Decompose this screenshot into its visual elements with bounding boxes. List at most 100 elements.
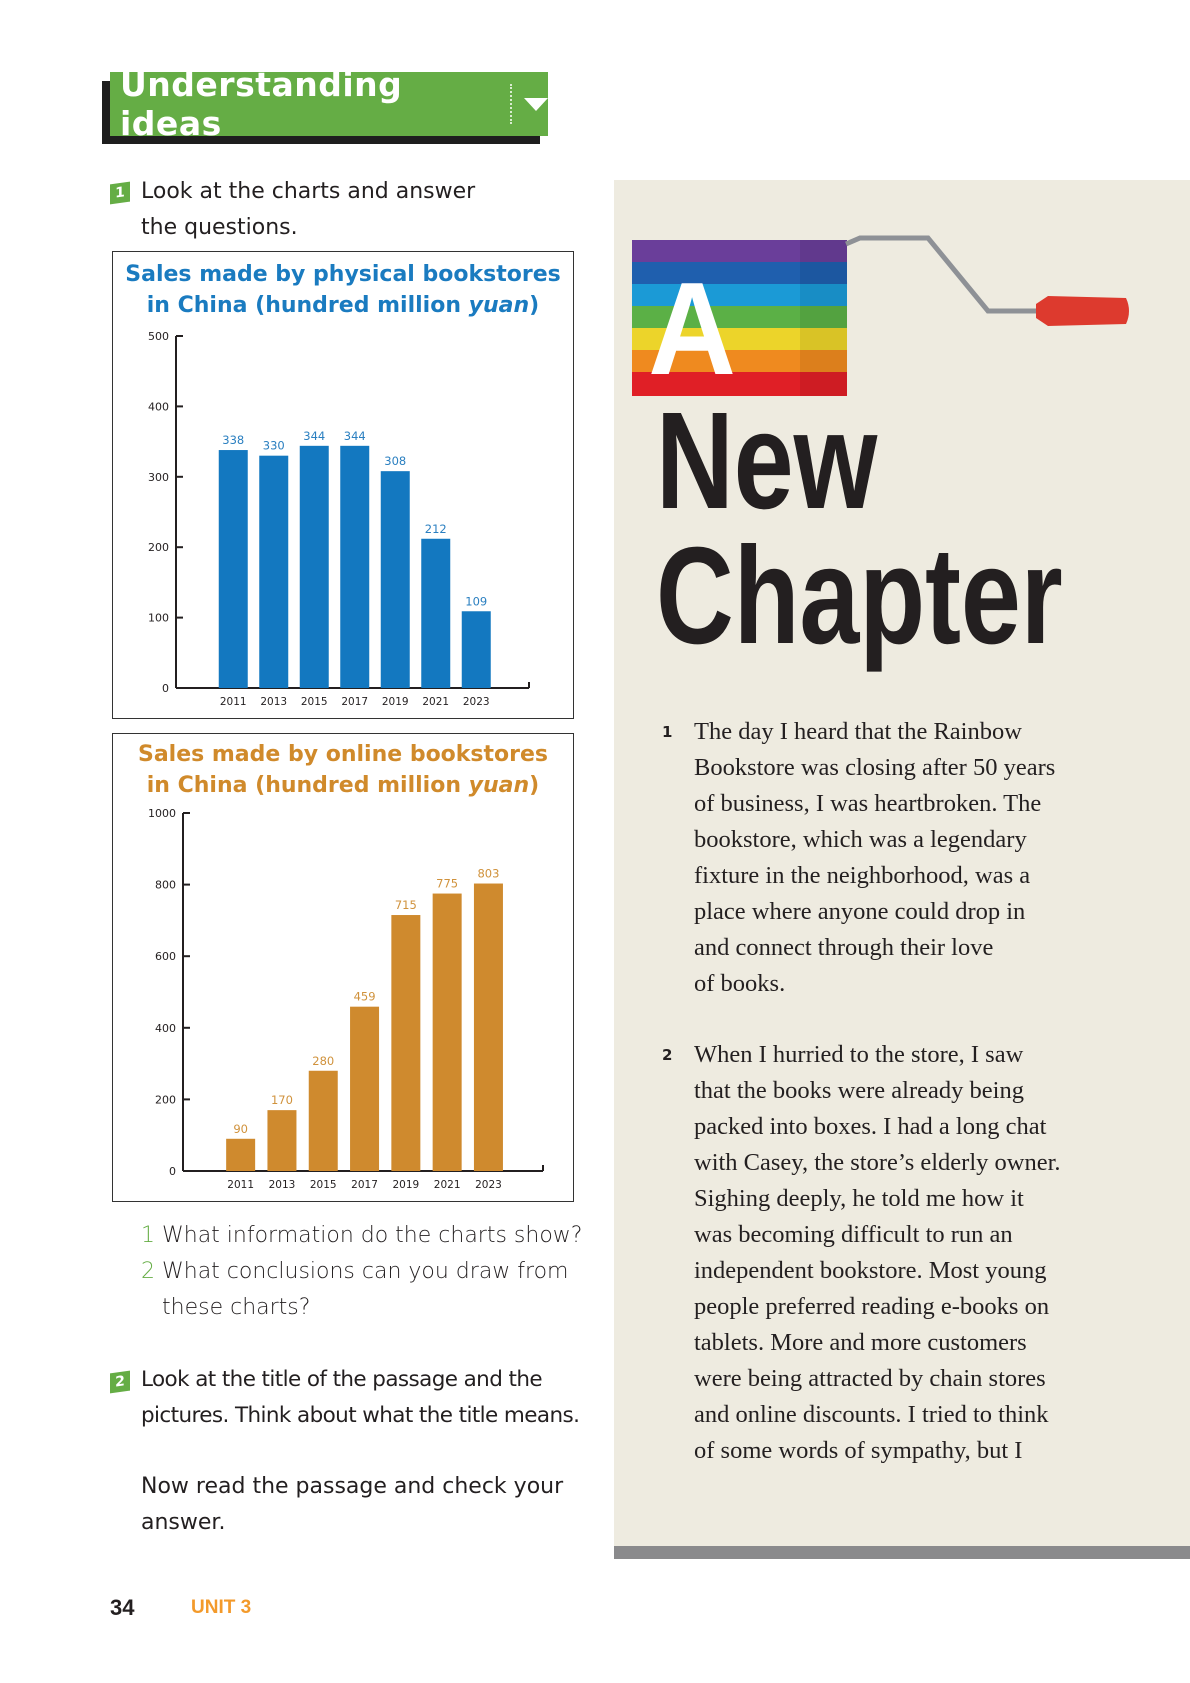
task1-instruction: Look at the charts and answer the questi… [141, 174, 475, 246]
passage-paragraph: When I hurried to the store, I saw that t… [694, 1037, 1061, 1469]
title-close: ) [529, 773, 540, 798]
paragraph-line: fixture in the neighborhood, was a [694, 862, 1031, 889]
bar-2023 [473, 883, 503, 1171]
x-tick-label: 2015 [310, 1179, 337, 1191]
data-label: 308 [384, 454, 406, 468]
paragraph-line: of some words of sympathy, but I [694, 1437, 1023, 1464]
section-title: Understanding ideas [120, 65, 403, 143]
question-list: 1 What information do the charts show? 2… [141, 1218, 582, 1326]
rainbow-stripes [632, 240, 847, 396]
data-label: 344 [303, 429, 325, 443]
y-tick-label: 200 [155, 1093, 176, 1106]
paragraph-line: and connect through their love [694, 934, 994, 961]
paragraph-line: of business, I was heartbroken. The [694, 790, 1042, 817]
task2-follow: Now read the passage and check your answ… [141, 1469, 563, 1541]
x-tick-label: 2013 [260, 696, 287, 708]
y-tick-label: 1000 [148, 807, 176, 820]
question-text: these charts? [162, 1295, 311, 1320]
chart-title-line1: Sales made by physical bookstores [125, 262, 561, 287]
paragraph-number: 2 [662, 1046, 673, 1064]
y-tick-label: 0 [169, 1165, 176, 1178]
y-tick-label: 0 [162, 682, 169, 695]
task-number-icon: 2 [110, 1370, 130, 1394]
title-text: in China (hundred million [146, 773, 469, 798]
chart-title-line2: in China (hundred million yuan) [113, 293, 573, 318]
x-tick-label: 2023 [463, 696, 490, 708]
x-tick-label: 2019 [392, 1179, 419, 1191]
bar-2011 [226, 1138, 256, 1171]
chart-plot: 0 100 200 300 400 500 338 2011 330 2013 344 2015 344… [148, 330, 530, 708]
chart-title: Sales made by online bookstores in China… [113, 742, 573, 798]
physical-bookstores-chart: Sales made by physical bookstores in Chi… [112, 251, 574, 719]
paragraph-line: Bookstore was closing after 50 years [694, 754, 1056, 781]
y-tick-label: 800 [155, 879, 176, 892]
paragraph-line: tablets. More and more customers [694, 1329, 1027, 1356]
paragraph-line: packed into boxes. I had a long chat [694, 1113, 1047, 1140]
passage-paragraph: The day I heard that the Rainbow Bookstor… [694, 714, 1055, 1002]
task2-line: pictures. Think about what the title mea… [141, 1403, 580, 1428]
task-number-icon: 1 [110, 181, 130, 205]
x-tick-label: 2013 [269, 1179, 296, 1191]
paragraph-line: The day I heard that the Rainbow [694, 718, 1022, 745]
paint-roller-illustration: A [632, 235, 1129, 402]
task2-follow-line: answer. [141, 1510, 226, 1535]
paragraph-line: and online discounts. I tried to think [694, 1401, 1049, 1428]
bar-2017 [350, 1006, 380, 1171]
paragraph-line: with Casey, the store’s elderly owner. [694, 1149, 1061, 1176]
task1-line: Look at the charts and answer [141, 179, 476, 204]
question-item: 2 What conclusions can you draw from [141, 1254, 582, 1290]
chart-title-line2: in China (hundred million yuan) [113, 773, 573, 798]
bar-2021 [432, 893, 462, 1171]
task2-follow-line: Now read the passage and check your [141, 1474, 564, 1499]
paragraph-line: was becoming difficult to run an [694, 1221, 1013, 1248]
header-divider [510, 84, 512, 124]
task1-line: the questions. [141, 215, 298, 240]
y-tick-label: 400 [148, 400, 169, 413]
bar-2017 [340, 445, 370, 688]
question-text: What information do the charts show? [162, 1223, 583, 1248]
bar-2015 [308, 1070, 338, 1171]
x-tick-label: 2017 [351, 1179, 378, 1191]
y-tick-label: 200 [148, 541, 169, 554]
x-tick-label: 2017 [341, 696, 368, 708]
task2-instruction: Look at the title of the passage and the… [141, 1362, 580, 1434]
paragraph-line: Sighing deeply, he told me how it [694, 1185, 1024, 1212]
section-header: Understanding ideas [110, 65, 548, 143]
bar-2019 [391, 915, 421, 1171]
chart-title: Sales made by physical bookstores in Chi… [113, 262, 573, 318]
question-text: What conclusions can you draw from [162, 1259, 569, 1284]
paragraph-line: When I hurried to the store, I saw [694, 1041, 1024, 1068]
data-label: 330 [263, 439, 285, 453]
y-tick-label: 400 [155, 1022, 176, 1035]
bar-2023 [461, 611, 491, 688]
title-letter-a: A [648, 254, 736, 402]
y-tick-label: 500 [148, 330, 169, 343]
x-tick-label: 2021 [422, 696, 449, 708]
bar-2013 [259, 455, 289, 688]
question-number: 2 [141, 1259, 155, 1284]
roller-cylinder [800, 240, 847, 396]
data-label: 459 [354, 990, 376, 1004]
paragraph-line: that the books were already being [694, 1077, 1024, 1104]
unit-label: UNIT 3 [191, 1597, 252, 1618]
passage-title-chapter: Chapter [656, 519, 1063, 673]
chart-plot: 0 200 400 600 800 1000 90 2011 170 2013 280 2015 459… [148, 807, 544, 1191]
data-label: 280 [312, 1054, 334, 1068]
data-label: 338 [222, 433, 244, 447]
chart-title-line1: Sales made by online bookstores [137, 742, 549, 767]
roller-grip [1036, 296, 1129, 326]
passage-panel [614, 180, 1190, 1546]
x-tick-label: 2015 [301, 696, 328, 708]
data-label: 109 [465, 594, 487, 608]
data-label: 170 [271, 1093, 293, 1107]
y-tick-label: 600 [155, 950, 176, 963]
online-bookstores-chart: Sales made by online bookstores in China… [112, 733, 574, 1202]
paragraph-line: place where anyone could drop in [694, 898, 1026, 925]
data-label: 775 [436, 877, 458, 891]
page-number: 34 [110, 1595, 135, 1620]
question-item: 1 What information do the charts show? [141, 1218, 582, 1254]
triangle-down-icon [524, 97, 548, 111]
title-text: in China (hundred million [146, 293, 469, 318]
data-label: 715 [395, 898, 417, 912]
x-tick-label: 2011 [220, 696, 247, 708]
